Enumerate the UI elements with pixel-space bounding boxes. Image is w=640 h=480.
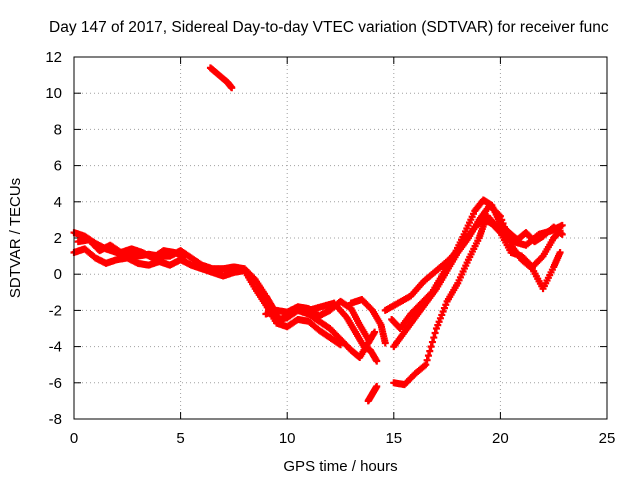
y-tick-label: 8 — [54, 121, 62, 138]
data-point-marker — [558, 221, 566, 229]
y-tick-label: 6 — [54, 158, 62, 175]
data-point-marker — [371, 328, 379, 336]
data-point-marker — [373, 382, 381, 390]
y-tick-label: -4 — [49, 339, 62, 356]
data-point-marker — [427, 343, 435, 351]
plot-frame — [73, 56, 608, 420]
y-tick-label: 10 — [45, 85, 62, 102]
y-tick-label: 2 — [54, 230, 62, 247]
y-tick-label: -6 — [49, 375, 62, 392]
x-tick-label: 15 — [385, 430, 402, 447]
data-point-marker — [558, 230, 566, 238]
data-point-marker — [423, 356, 431, 364]
data-point-marker — [422, 361, 430, 369]
axis-tick-labels: 0 5 10 15 20 25 -8 -6 -4 -2 0 2 4 6 8 10 12 — [45, 49, 615, 447]
grid-lines — [74, 57, 607, 419]
y-tick-label: -2 — [49, 302, 62, 319]
y-tick-label: -8 — [49, 411, 62, 428]
data-point-marker — [500, 223, 508, 231]
data-point-marker — [430, 334, 438, 342]
data-point-marker — [424, 352, 432, 360]
data-point-marker — [181, 252, 189, 260]
x-tick-label: 10 — [279, 430, 296, 447]
x-tick-label: 25 — [599, 430, 616, 447]
data-point-marker — [431, 329, 439, 337]
chart-title: Day 147 of 2017, Sidereal Day-to-day VTE… — [49, 19, 609, 36]
y-tick-label: 12 — [45, 49, 62, 66]
y-axis-label: SDTVAR / TECUs — [7, 178, 24, 298]
y-tick-label: 0 — [54, 266, 62, 283]
data-point-marker — [373, 357, 381, 365]
data-point-marker — [381, 339, 389, 347]
data-point-marker — [496, 212, 504, 220]
data-point-marker — [556, 248, 564, 256]
axis-ticks — [73, 56, 608, 420]
data-point-marker — [498, 216, 506, 224]
y-tick-label: 4 — [54, 194, 62, 211]
data-point-marker — [426, 347, 434, 355]
data-point-marker — [228, 84, 236, 92]
data-point-marker — [428, 338, 436, 346]
x-tick-label: 20 — [492, 430, 509, 447]
data-markers — [70, 64, 566, 405]
data-point-marker — [499, 220, 507, 228]
x-tick-label: 0 — [70, 430, 78, 447]
x-axis-label: GPS time / hours — [283, 458, 397, 475]
x-tick-label: 5 — [176, 430, 184, 447]
